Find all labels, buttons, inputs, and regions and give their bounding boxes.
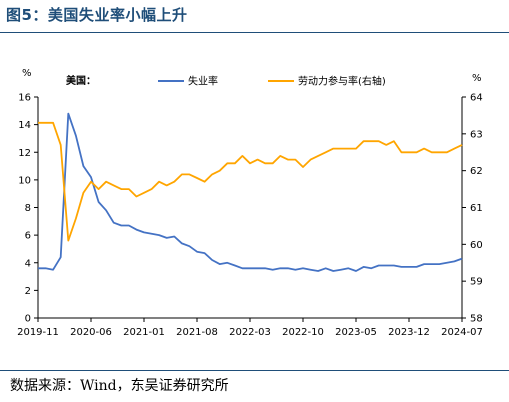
left-tick-label: 4 — [25, 258, 31, 269]
x-tick-label: 2022-10 — [282, 327, 324, 338]
x-tick-label: 2020-06 — [70, 327, 112, 338]
title-rule — [0, 32, 509, 33]
chart-legend: 失业率 劳动力参与率(右轴) — [158, 75, 386, 88]
right-tick-label: 62 — [470, 166, 483, 177]
right-tick-label: 60 — [470, 240, 483, 251]
left-tick-label: 0 — [25, 314, 31, 325]
right-tick-label: 63 — [470, 129, 483, 140]
legend-label-2: 劳动力参与率(右轴) — [298, 75, 386, 88]
right-tick-label: 64 — [470, 93, 483, 104]
right-tick-label: 61 — [470, 203, 483, 214]
series-line-2 — [38, 121, 463, 242]
series-line-1 — [38, 112, 463, 272]
left-tick-label: 8 — [25, 203, 31, 214]
left-tick-label: 16 — [18, 93, 31, 104]
chart-lines — [38, 112, 463, 272]
left-tick-label: 6 — [25, 231, 31, 242]
left-tick-label: 2 — [25, 286, 31, 297]
source-rule — [0, 370, 509, 371]
right-tick-label: 58 — [470, 314, 483, 325]
right-tick-label: 59 — [470, 277, 483, 288]
x-tick-label: 2022-03 — [229, 327, 271, 338]
x-tick-label: 2024-07 — [441, 327, 483, 338]
legend-label-1: 失业率 — [188, 75, 218, 88]
x-tick-label: 2021-01 — [123, 327, 165, 338]
line-chart: 0 2 4 6 8 10 12 14 16 58 59 60 61 62 63 64 2019-11 2020-0… — [17, 68, 483, 339]
figure-title: 图5：美国失业率小幅上升 — [6, 6, 188, 24]
right-axis-unit: % — [472, 73, 482, 84]
left-tick-label: 12 — [18, 148, 31, 159]
left-tick-label: 10 — [18, 175, 31, 186]
x-tick-label: 2023-05 — [335, 327, 377, 338]
left-tick-label: 14 — [18, 120, 31, 131]
x-tick-label: 2021-08 — [176, 327, 218, 338]
left-axis-unit: % — [22, 68, 32, 79]
chart-axes: 0 2 4 6 8 10 12 14 16 58 59 60 61 62 63 64 2019-11 2020-0… — [17, 93, 483, 339]
x-tick-label: 2019-11 — [17, 327, 59, 338]
x-tick-label: 2023-12 — [388, 327, 430, 338]
panel-label: 美国： — [66, 74, 96, 87]
source-note: 数据来源：Wind，东吴证券研究所 — [10, 378, 229, 394]
